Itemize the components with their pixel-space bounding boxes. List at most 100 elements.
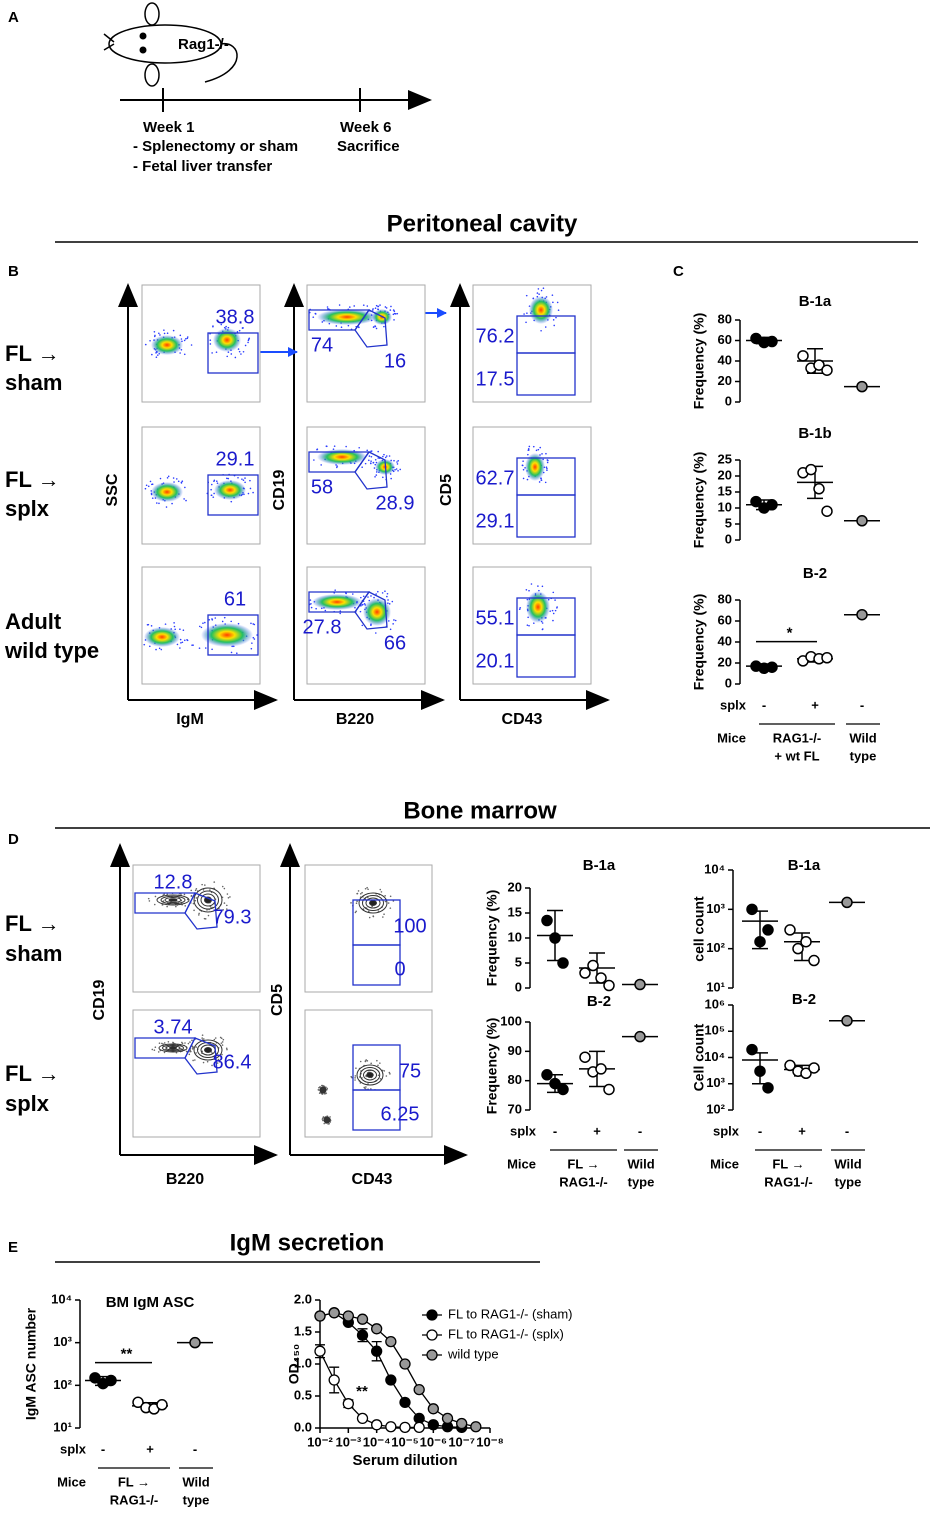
event-dot (546, 467, 548, 470)
event-dot (370, 319, 373, 322)
timeline: Rag1-/- Week 1 - Splenectomy or sham - F… (103, 2, 432, 175)
event-dot (309, 599, 312, 601)
data-point (579, 1051, 591, 1063)
event-dot (389, 1073, 391, 1075)
data-point (541, 914, 553, 927)
event-dot (552, 319, 555, 321)
event-dot (389, 907, 392, 909)
event-dot (242, 479, 245, 481)
event-dot (365, 1086, 367, 1088)
panel-label: A (8, 9, 19, 26)
contour (162, 1044, 184, 1052)
event-dot (370, 1088, 372, 1090)
event-dot (386, 595, 388, 598)
gate-value: 38.8 (216, 306, 255, 328)
event-dot (545, 466, 548, 469)
y-tick-label: 0 (725, 531, 732, 546)
contour (158, 1043, 188, 1053)
row-label: splx (510, 1123, 537, 1138)
data-point (766, 499, 778, 511)
gate (516, 494, 576, 538)
event-dot (354, 1075, 357, 1077)
group-label: FL → (567, 1156, 599, 1171)
contour (359, 1067, 381, 1083)
event-dot (375, 593, 377, 595)
event-dot (186, 898, 189, 901)
event-dot (533, 622, 535, 624)
data-point (750, 495, 762, 508)
y-axis-label: cell count (691, 896, 707, 962)
flow-plot-frame (472, 566, 592, 685)
data-point (371, 1323, 383, 1335)
event-dot (353, 305, 355, 307)
contour (369, 900, 377, 906)
event-dot (355, 902, 358, 905)
data-point (746, 903, 758, 916)
mouse-label: Rag1-/- (178, 36, 229, 53)
gate (207, 614, 259, 656)
y-tick-label: 1.0 (294, 1355, 312, 1370)
y-tick-label: 15 (718, 483, 732, 498)
chart-title: B-2 (803, 565, 827, 582)
event-dot (537, 448, 540, 451)
event-dot (144, 343, 147, 346)
contour (356, 1064, 384, 1086)
axis-label: B220 (166, 1171, 204, 1188)
event-dot (175, 478, 178, 480)
event-dot (385, 455, 388, 457)
event-dot (545, 452, 547, 455)
week-item: Sacrifice (337, 138, 400, 155)
event-dot (173, 625, 176, 628)
event-dot (151, 1048, 154, 1051)
event-dot (551, 609, 554, 612)
gate (516, 352, 576, 396)
y-tick-label: 40 (718, 352, 732, 367)
data-point (385, 1421, 397, 1433)
event-dot (251, 642, 253, 644)
event-dot (213, 1038, 216, 1041)
event-dot (338, 304, 341, 306)
event-dot (393, 312, 396, 315)
gate-value: 12.8 (154, 871, 193, 893)
event-dot (238, 350, 241, 353)
event-dot (354, 1077, 356, 1079)
event-dot (223, 902, 226, 904)
gate-value: 76.2 (476, 325, 515, 347)
event-dot (226, 893, 229, 895)
event-dot (364, 1087, 366, 1090)
y-tick-label: 80 (508, 1072, 522, 1087)
data-point (595, 972, 607, 984)
event-dot (376, 1059, 378, 1062)
event-dot (166, 477, 169, 479)
event-dot (207, 914, 210, 917)
data-point (549, 932, 561, 944)
event-dot (176, 643, 179, 646)
contour (325, 1118, 329, 1122)
event-dot (253, 638, 256, 640)
data-point (762, 924, 774, 936)
contour (325, 1118, 329, 1122)
event-dot (167, 1041, 170, 1043)
contour (204, 1047, 212, 1053)
event-dot (181, 480, 184, 483)
data-point (821, 505, 833, 517)
event-dot (154, 895, 157, 898)
data-point (634, 1030, 646, 1043)
event-dot (528, 589, 530, 592)
contour (358, 892, 388, 914)
event-dot (191, 1039, 193, 1042)
event-dot (546, 469, 548, 472)
event-dot (192, 1046, 194, 1049)
event-dot (383, 325, 385, 328)
event-dot (188, 1053, 191, 1056)
event-dot (204, 884, 206, 886)
event-dot (211, 648, 213, 651)
data-point (132, 1396, 144, 1409)
gate (352, 944, 401, 986)
y-tick-label: 10¹ (53, 1419, 72, 1434)
event-dot (325, 1092, 328, 1094)
event-dot (535, 449, 538, 452)
event-dot (186, 336, 189, 338)
event-dot (377, 910, 380, 912)
event-dot (541, 585, 544, 588)
